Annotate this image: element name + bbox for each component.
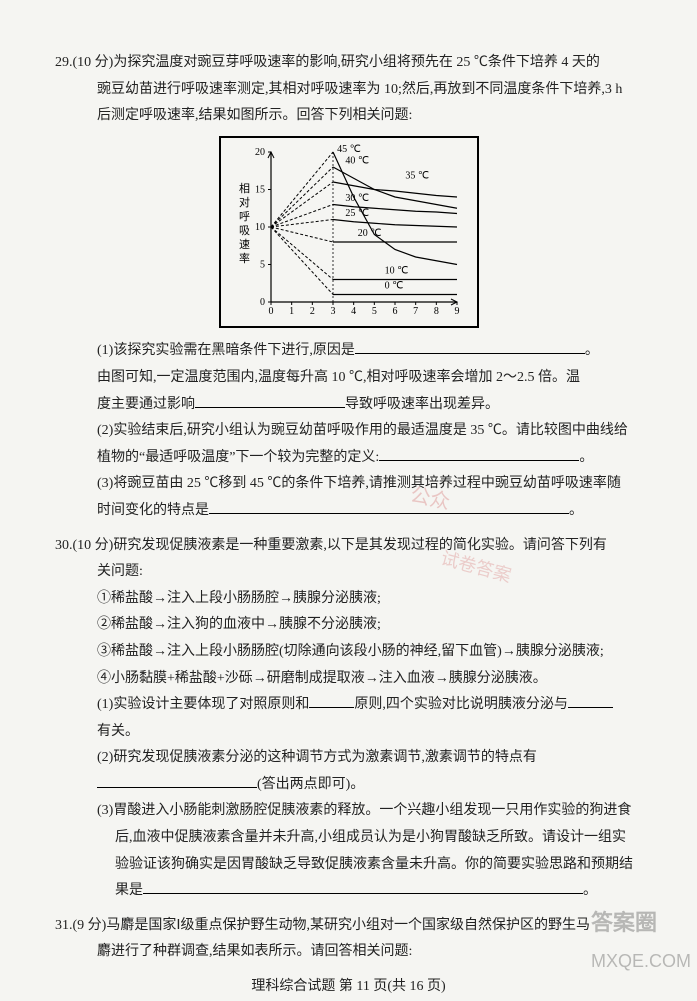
q29-sub3b: 时间变化的特点是 。 bbox=[55, 498, 642, 525]
blank bbox=[379, 447, 579, 461]
svg-text:20 ℃: 20 ℃ bbox=[357, 228, 381, 239]
corner-l1: 答案圈 bbox=[591, 902, 691, 944]
q30-sub1: (1)实验设计主要体现了对照原则和 原则,四个实验对比说明胰液分泌与 bbox=[55, 692, 642, 719]
svg-text:1: 1 bbox=[289, 306, 294, 314]
svg-text:5: 5 bbox=[260, 259, 265, 270]
question-30: 30.(10 分)研究发现促胰液素是一种重要激素,以下是其发现过程的简化实验。请… bbox=[55, 533, 642, 905]
q30-step4: ④小肠黏膜+稀盐酸+沙砾→研磨制成提取液→注入血液→胰腺分泌胰液。 bbox=[55, 666, 642, 693]
q30-intro2: 关问题: bbox=[55, 559, 642, 586]
svg-text:20: 20 bbox=[255, 147, 265, 158]
q30-sub1-post: 有关。 bbox=[55, 719, 642, 746]
q29-intro2: 豌豆幼苗进行呼吸速率测定,其相对呼吸速率为 10;然后,再放到不同温度条件下培养… bbox=[55, 77, 642, 104]
q30-step2: ②稀盐酸→注入狗的血液中→胰腺不分泌胰液; bbox=[55, 612, 642, 639]
q29-sub3a: (3)将豌豆苗由 25 ℃移到 45 ℃的条件下培养,请推测其培养过程中豌豆幼苗… bbox=[55, 471, 642, 498]
q30-intro1: 研究发现促胰液素是一种重要激素,以下是其发现过程的简化实验。请问答下列有 bbox=[113, 538, 607, 553]
svg-text:25 ℃: 25 ℃ bbox=[345, 208, 369, 219]
q29-num: 29. bbox=[55, 55, 73, 70]
svg-text:10: 10 bbox=[255, 222, 265, 233]
svg-text:35 ℃: 35 ℃ bbox=[405, 170, 429, 181]
q31-num: 31. bbox=[55, 918, 73, 933]
question-31: 31.(9 分)马麝是国家Ⅰ级重点保护野生动物,某研究小组对一个国家级自然保护区… bbox=[55, 913, 642, 966]
q29-sub2a: (2)实验结束后,研究小组认为豌豆幼苗呼吸作用的最适温度是 35 ℃。请比较图中… bbox=[55, 418, 642, 445]
period: 。 bbox=[585, 343, 599, 358]
period: 。 bbox=[579, 450, 593, 465]
q30-sub3c: 验验证该狗确实是因胃酸缺乏导致促胰液素含量未升高。你的简要实验思路和预期结 bbox=[55, 852, 642, 879]
svg-text:9: 9 bbox=[454, 306, 459, 314]
blank bbox=[97, 774, 257, 788]
q29-chart-wrap: 051015200123456789相对呼吸速率时间/h45 ℃40 ℃35 ℃… bbox=[55, 136, 642, 329]
q30-sub1-mid: 原则,四个实验对比说明胰液分泌与 bbox=[354, 697, 568, 712]
svg-text:吸: 吸 bbox=[239, 225, 250, 237]
blank bbox=[209, 500, 569, 514]
q29-chart-box: 051015200123456789相对呼吸速率时间/h45 ℃40 ℃35 ℃… bbox=[219, 136, 479, 329]
q29-sub2b-pre: 植物的“最适呼吸温度”下一个较为完整的定义: bbox=[97, 450, 379, 465]
svg-text:0 ℃: 0 ℃ bbox=[384, 280, 403, 291]
svg-text:率: 率 bbox=[239, 251, 250, 265]
svg-text:8: 8 bbox=[433, 306, 438, 314]
q29-sub1b: 由图可知,一定温度范围内,温度每升高 10 ℃,相对呼吸速率会增加 2～2.5 … bbox=[55, 365, 642, 392]
q30-sub3d-pre: 果是 bbox=[115, 883, 143, 898]
blank bbox=[195, 394, 345, 408]
svg-text:30 ℃: 30 ℃ bbox=[345, 193, 369, 204]
svg-text:4: 4 bbox=[351, 306, 356, 314]
q29-sub1a: (1)该探究实验需在黑暗条件下进行,原因是 。 bbox=[55, 338, 642, 365]
q30-sub1-pre: (1)实验设计主要体现了对照原则和 bbox=[97, 697, 309, 712]
svg-text:速: 速 bbox=[239, 238, 250, 251]
q29-sub1a-text: (1)该探究实验需在黑暗条件下进行,原因是 bbox=[97, 343, 355, 358]
svg-text:3: 3 bbox=[330, 306, 335, 314]
q30-step1: ①稀盐酸→注入上段小肠肠腔→胰腺分泌胰液; bbox=[55, 586, 642, 613]
q30-num: 30. bbox=[55, 538, 73, 553]
q29-sub2b: 植物的“最适呼吸温度”下一个较为完整的定义: 。 bbox=[55, 445, 642, 472]
q30-step3: ③稀盐酸→注入上段小肠肠腔(切除通向该段小肠的神经,留下血管)→胰腺分泌胰液; bbox=[55, 639, 642, 666]
svg-text:40 ℃: 40 ℃ bbox=[345, 155, 369, 166]
question-29: 29.(10 分)为探究温度对豌豆芽呼吸速率的影响,研究小组将预先在 25 ℃条… bbox=[55, 50, 642, 525]
q31-intro2: 麝进行了种群调查,结果如表所示。请回答相关问题: bbox=[55, 939, 642, 966]
svg-text:7: 7 bbox=[413, 306, 418, 314]
svg-text:6: 6 bbox=[392, 306, 397, 314]
period: 。 bbox=[583, 883, 597, 898]
q31-points: (9 分) bbox=[73, 918, 107, 933]
svg-text:0: 0 bbox=[268, 306, 273, 314]
svg-text:2: 2 bbox=[309, 306, 314, 314]
q29-sub1c: 度主要通过影响 导致呼吸速率出现差异。 bbox=[55, 392, 642, 419]
corner-brand: 答案圈 MXQE.COM bbox=[591, 902, 691, 978]
q30-sub3b: 后,血液中促胰液素含量并未升高,小组成员认为是小狗胃酸缺乏所致。请设计一组实 bbox=[55, 825, 642, 852]
svg-text:对: 对 bbox=[239, 195, 250, 209]
q29-intro1: 为探究温度对豌豆芽呼吸速率的影响,研究小组将预先在 25 ℃条件下培养 4 天的 bbox=[113, 55, 600, 70]
blank bbox=[355, 340, 585, 354]
period: 。 bbox=[569, 503, 583, 518]
svg-text:呼: 呼 bbox=[239, 210, 250, 223]
q30-line1: 30.(10 分)研究发现促胰液素是一种重要激素,以下是其发现过程的简化实验。请… bbox=[55, 533, 642, 560]
q30-sub2b: (答出两点即可)。 bbox=[55, 772, 642, 799]
q31-intro1: 马麝是国家Ⅰ级重点保护野生动物,某研究小组对一个国家级自然保护区的野生马 bbox=[106, 918, 590, 933]
q29-line1: 29.(10 分)为探究温度对豌豆芽呼吸速率的影响,研究小组将预先在 25 ℃条… bbox=[55, 50, 642, 77]
q29-sub3b-pre: 时间变化的特点是 bbox=[97, 503, 209, 518]
svg-text:10 ℃: 10 ℃ bbox=[384, 265, 408, 276]
q30-sub3a: (3)胃酸进入小肠能刺激肠腔促胰液素的释放。一个兴趣小组发现一只用作实验的狗进食 bbox=[55, 798, 642, 825]
q30-sub2b-post: (答出两点即可)。 bbox=[257, 777, 364, 792]
q29-sub1c-pre: 度主要通过影响 bbox=[97, 397, 195, 412]
q29-chart: 051015200123456789相对呼吸速率时间/h45 ℃40 ℃35 ℃… bbox=[227, 144, 467, 314]
q29-points: (10 分) bbox=[73, 55, 114, 70]
corner-l2: MXQE.COM bbox=[591, 944, 691, 978]
q30-sub2a: (2)研究发现促胰液素分泌的这种调节方式为激素调节,激素调节的特点有 bbox=[55, 745, 642, 772]
svg-text:45 ℃: 45 ℃ bbox=[337, 144, 361, 155]
svg-text:15: 15 bbox=[255, 184, 265, 195]
blank bbox=[568, 694, 613, 708]
svg-text:0: 0 bbox=[260, 297, 265, 308]
q29-sub1c-post: 导致呼吸速率出现差异。 bbox=[345, 397, 499, 412]
blank bbox=[143, 880, 583, 894]
page-footer: 理科综合试题 第 11 页(共 16 页) bbox=[55, 974, 642, 1001]
q31-line1: 31.(9 分)马麝是国家Ⅰ级重点保护野生动物,某研究小组对一个国家级自然保护区… bbox=[55, 913, 642, 940]
q30-sub3d: 果是 。 bbox=[55, 878, 642, 905]
blank bbox=[309, 694, 354, 708]
svg-text:5: 5 bbox=[371, 306, 376, 314]
svg-text:相: 相 bbox=[239, 182, 250, 195]
q29-intro3: 后测定呼吸速率,结果如图所示。回答下列相关问题: bbox=[55, 103, 642, 130]
q30-points: (10 分) bbox=[73, 538, 114, 553]
